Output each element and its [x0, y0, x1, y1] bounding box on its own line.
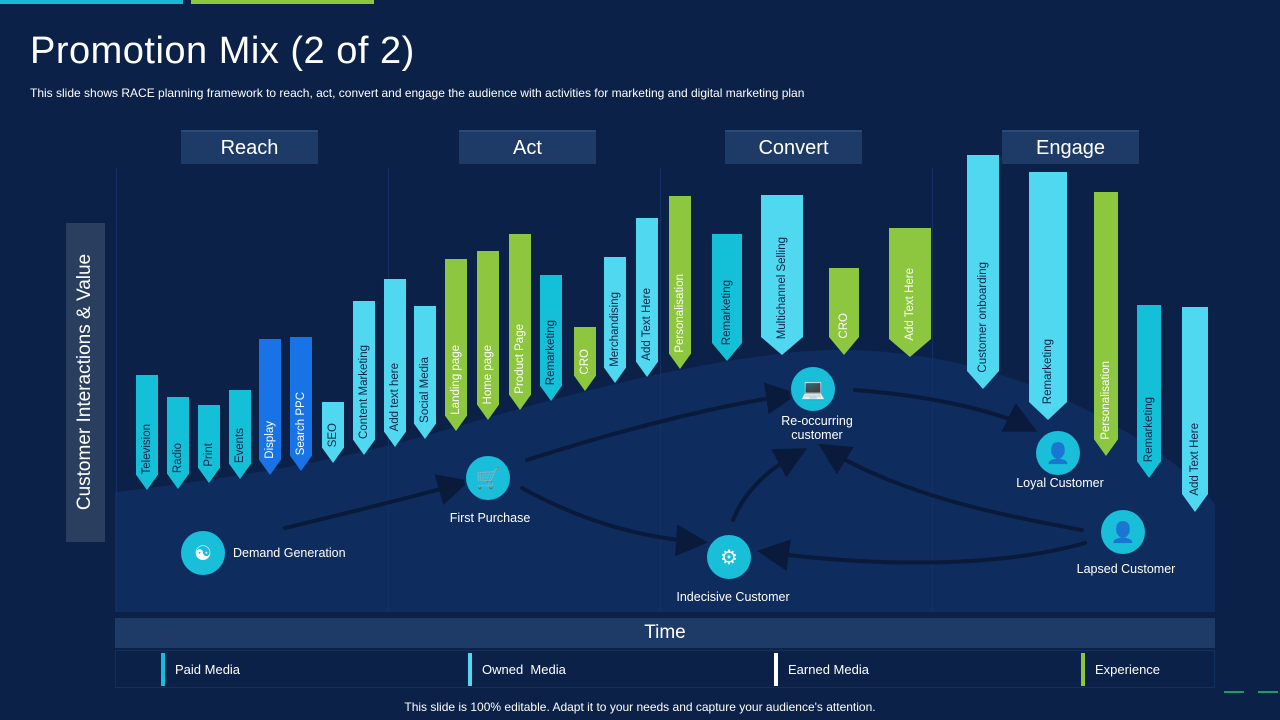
slide-footer: This slide is 100% editable. Adapt it to… — [404, 700, 876, 714]
top-accent-green — [191, 0, 374, 4]
activity-bar: Product Page — [509, 234, 531, 410]
legend-experience: Experience — [1081, 653, 1160, 686]
activity-bar: Add text here — [384, 279, 406, 447]
y-axis-band — [66, 223, 105, 542]
legend-owned-media: Owned Media — [468, 653, 566, 686]
activity-bar: Personalisation — [1094, 192, 1118, 456]
reoccurring-customer-label: Re-occurring customer — [781, 414, 853, 442]
activity-bar: Radio — [167, 397, 189, 489]
activity-bar: Social Media — [414, 306, 436, 439]
activity-label: Home page — [482, 344, 494, 404]
legend-label: Earned Media — [788, 662, 869, 677]
legend-swatch — [468, 653, 472, 686]
activity-bar: Television — [136, 375, 158, 490]
slide-subtitle: This slide shows RACE planning framework… — [30, 86, 805, 100]
legend-frame — [115, 650, 1215, 688]
journey-wave — [115, 350, 1215, 612]
activity-label: Landing page — [450, 345, 462, 415]
activity-label: Remarketing — [721, 279, 733, 345]
activity-bar: Multichannel Selling — [761, 195, 803, 355]
stage-act: Act — [459, 130, 596, 164]
activity-label: Events — [234, 427, 246, 463]
user-laptop-icon: 👤 — [1036, 431, 1080, 475]
activity-bar: Display — [259, 339, 281, 475]
lapsed-customer-label: Lapsed Customer — [1076, 562, 1176, 576]
decor-dash — [1258, 691, 1278, 693]
activity-label: Add Text Here — [1189, 423, 1201, 496]
activity-label: Social Media — [419, 357, 431, 423]
activity-bar: Add Text Here — [1182, 307, 1208, 512]
legend-swatch — [1081, 653, 1085, 686]
activity-label: Radio — [172, 442, 184, 473]
slide-title: Promotion Mix (2 of 2) — [30, 30, 415, 72]
indecisive-customer-label: Indecisive Customer — [676, 590, 790, 604]
activity-label: Add Text Here — [904, 268, 916, 341]
cart-icon: 🛒 — [466, 456, 510, 500]
activity-bar: Remarketing — [712, 234, 742, 361]
gear-head-icon: ⚙ — [707, 535, 751, 579]
activity-label: Product Page — [514, 324, 526, 394]
grid-line — [116, 168, 117, 612]
demand-generation-label: Demand Generation — [233, 546, 346, 560]
activity-label: Merchandising — [609, 292, 621, 367]
legend-earned-media: Earned Media — [774, 653, 869, 686]
activity-label: CRO — [838, 313, 850, 339]
first-purchase-label: First Purchase — [449, 511, 531, 525]
legend-paid-media: Paid Media — [161, 653, 240, 686]
activity-label: Add text here — [389, 362, 401, 431]
activity-label: Remarketing — [545, 319, 557, 385]
activity-label: Print — [203, 443, 215, 467]
activity-bar: Remarketing — [540, 275, 562, 401]
stage-engage: Engage — [1002, 130, 1139, 164]
activity-label: Content Marketing — [358, 345, 370, 439]
activity-bar: Merchandising — [604, 257, 626, 383]
legend-swatch — [774, 653, 778, 686]
legend-label: Paid Media — [175, 662, 241, 677]
activity-label: Television — [141, 423, 153, 474]
stage-convert: Convert — [725, 130, 862, 164]
activity-bar: Events — [229, 390, 251, 479]
legend-swatch — [161, 653, 165, 686]
activity-label: Customer onboarding — [977, 262, 989, 373]
activity-bar: SEO — [322, 402, 344, 463]
activity-bar: Search PPC — [290, 337, 312, 471]
x-axis-time: Time — [115, 618, 1215, 648]
activity-bar: Add Text Here — [889, 228, 931, 357]
monitor-user-icon: 💻 — [791, 367, 835, 411]
activity-label: Personalisation — [1100, 361, 1112, 440]
activity-bar: Remarketing — [1137, 305, 1161, 478]
activity-bar: CRO — [829, 268, 859, 355]
activity-bar: Add Text Here — [636, 218, 658, 377]
activity-label: Multichannel Selling — [776, 236, 788, 339]
activity-bar: Print — [198, 405, 220, 483]
top-accent-cyan — [0, 0, 183, 4]
grid-line — [932, 168, 933, 612]
user-chart-icon: 👤 — [1101, 510, 1145, 554]
activity-label: SEO — [327, 422, 339, 447]
legend-label: Experience — [1095, 662, 1161, 677]
stage-reach: Reach — [181, 130, 318, 164]
legend-label: Owned Media — [482, 662, 566, 677]
activity-bar: Personalisation — [669, 196, 691, 369]
activity-bar: Remarketing — [1029, 172, 1067, 420]
loyal-customer-label: Loyal Customer — [1016, 476, 1104, 490]
decor-dash — [1224, 691, 1244, 693]
activity-label: Display — [264, 421, 276, 459]
activity-label: CRO — [579, 349, 591, 375]
activity-bar: Landing page — [445, 259, 467, 431]
activity-bar: Customer onboarding — [967, 155, 999, 389]
activity-bar: Home page — [477, 251, 499, 420]
activity-label: Remarketing — [1042, 338, 1054, 404]
activity-label: Search PPC — [295, 391, 307, 455]
activity-bar: Content Marketing — [353, 301, 375, 455]
activity-label: Add Text Here — [641, 288, 653, 361]
activity-label: Remarketing — [1143, 396, 1155, 462]
activity-bar: CRO — [574, 327, 596, 391]
network-icon: ☯ — [181, 531, 225, 575]
grid-line — [660, 168, 661, 612]
activity-label: Personalisation — [674, 274, 686, 353]
